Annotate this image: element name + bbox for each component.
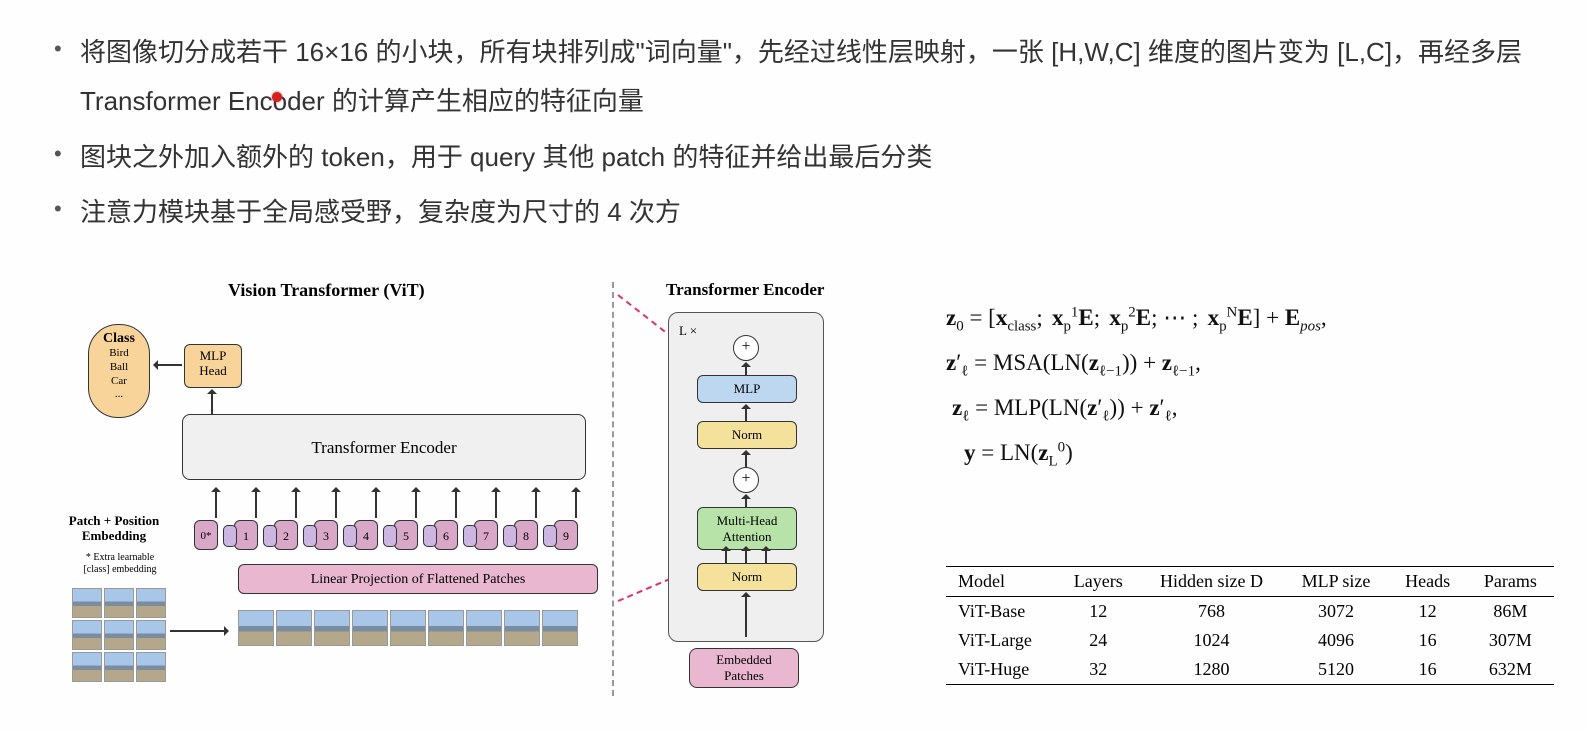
encoder-diagram: Transformer Encoder L × + MLP Norm + Mul… [636, 280, 856, 710]
equation-zl: zℓ = MLP(LN(z′ℓ)) + z′ℓ, [946, 386, 1546, 431]
token-6: 6 [434, 520, 458, 550]
model-config-table: Model Layers Hidden size D MLP size Head… [946, 566, 1554, 685]
table-row: ViT-Large241024 409616307M [946, 626, 1554, 655]
token-3: 3 [314, 520, 338, 550]
encoder-outer-box: L × + MLP Norm + Multi-Head Attention No… [668, 312, 824, 642]
col-mlp: MLP size [1283, 567, 1388, 597]
token-8: 8 [514, 520, 538, 550]
arrow-icon [154, 364, 182, 366]
token-7: 7 [474, 520, 498, 550]
equations-block: z0 = [xclass; xp1E; xp2E; ⋯ ; xpNE] + Ep… [946, 296, 1546, 476]
class-output-box: Class Bird Ball Car ... [88, 324, 150, 418]
bullet-3: 注意力模块基于全局感受野，复杂度为尺寸的 4 次方 [48, 188, 1548, 237]
class-items: Bird Ball Car ... [89, 347, 149, 402]
token-0: 0* [194, 520, 218, 550]
col-layers: Layers [1057, 567, 1140, 597]
patch-sequence [238, 610, 608, 646]
bullet-2: 图块之外加入额外的 token，用于 query 其他 patch 的特征并给出… [48, 133, 1548, 182]
table-row: ViT-Base12768 30721286M [946, 597, 1554, 627]
vit-title: Vision Transformer (ViT) [228, 280, 425, 301]
encoder-title: Transformer Encoder [666, 280, 824, 300]
token-4: 4 [354, 520, 378, 550]
token-1: 1 [234, 520, 258, 550]
dashed-connector [617, 294, 673, 339]
mlp-head-box: MLP Head [184, 344, 242, 388]
arrow-icon [170, 630, 228, 632]
up-arrows [204, 482, 588, 518]
laser-pointer-dot [272, 92, 282, 102]
arrow-icon [211, 390, 213, 414]
extra-learnable-label: * Extra learnable [class] embedding [50, 552, 190, 576]
equation-y: y = LN(zL0) [946, 431, 1546, 476]
col-model: Model [946, 567, 1057, 597]
linear-projection-box: Linear Projection of Flattened Patches [238, 564, 598, 594]
token-5: 5 [394, 520, 418, 550]
dashed-divider [612, 282, 614, 696]
embedded-patches-box: Embedded Patches [689, 648, 799, 688]
col-hidden: Hidden size D [1140, 567, 1284, 597]
col-params: Params [1467, 567, 1554, 597]
equation-z0: z0 = [xclass; xp1E; xp2E; ⋯ ; xpNE] + Ep… [946, 296, 1546, 341]
bullet-1: 将图像切分成若干 16×16 的小块，所有块排列成"词向量"，先经过线性层映射，… [48, 28, 1548, 127]
input-image-grid [72, 588, 166, 682]
token-9: 9 [554, 520, 578, 550]
table-row: ViT-Huge321280 512016632M [946, 655, 1554, 685]
bullet-list: 将图像切分成若干 16×16 的小块，所有块排列成"词向量"，先经过线性层映射，… [48, 28, 1548, 244]
table-header-row: Model Layers Hidden size D MLP size Head… [946, 567, 1554, 597]
transformer-encoder-box: Transformer Encoder [182, 414, 586, 480]
embedding-tokens: 0* 1 2 3 4 5 6 7 8 9 [194, 520, 578, 552]
equation-zprime: z′ℓ = MSA(LN(zℓ−1)) + zℓ−1, [946, 341, 1546, 386]
patch-position-label: Patch + Position Embedding [44, 514, 184, 544]
col-heads: Heads [1389, 567, 1467, 597]
class-label: Class [89, 331, 149, 347]
l-times-label: L × [679, 323, 697, 339]
vit-diagram: Vision Transformer (ViT) Class Bird Ball… [48, 280, 608, 710]
token-2: 2 [274, 520, 298, 550]
